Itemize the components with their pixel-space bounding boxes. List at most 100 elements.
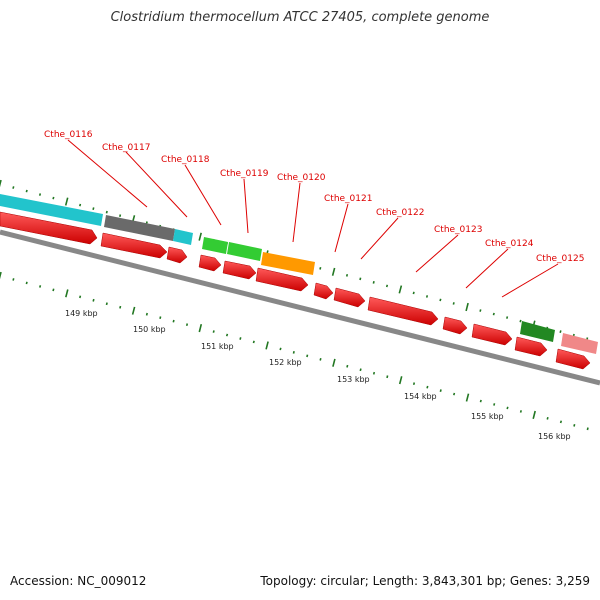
feature-green [227, 242, 262, 261]
kbp-label: 151 kbp [201, 342, 234, 351]
minor-tick [386, 375, 389, 379]
minor-tick [292, 351, 295, 354]
major-tick [465, 393, 470, 402]
minor-tick [92, 298, 95, 302]
kbp-labels: 149 kbp 150 kbp 151 kbp 152 kbp 153 kbp … [65, 309, 571, 441]
major-tick [331, 267, 336, 276]
feature-orange [261, 252, 315, 275]
major-tick [65, 289, 69, 298]
minor-tick [372, 371, 376, 375]
minor-tick [159, 316, 162, 320]
cds-arrow [100, 232, 168, 259]
minor-tick [145, 312, 148, 316]
major-tick [198, 232, 202, 241]
minor-tick [185, 323, 189, 327]
feature-track [0, 194, 598, 354]
cds-arrow [0, 211, 98, 245]
minor-tick [92, 207, 95, 210]
minor-tick [453, 392, 456, 396]
cds-arrow [555, 348, 591, 370]
topology-summary: Topology: circular; Length: 3,843,301 bp… [260, 574, 590, 588]
major-tick [0, 271, 2, 280]
gene-label: Cthe_0123 [434, 225, 482, 235]
minor-tick [212, 330, 215, 333]
kbp-label: 150 kbp [133, 325, 166, 334]
cds-arrow [166, 246, 188, 264]
major-tick [131, 306, 136, 315]
gene-label: Cthe_0118 [161, 155, 210, 165]
minor-tick [586, 427, 589, 431]
feature-cyan [173, 229, 193, 245]
major-tick [398, 285, 403, 294]
minor-tick [225, 333, 229, 337]
minor-tick [412, 291, 415, 295]
minor-tick [25, 281, 28, 285]
minor-tick [306, 354, 309, 358]
minor-tick [79, 203, 82, 207]
minor-tick [439, 389, 442, 392]
minor-tick [359, 277, 362, 281]
feature-green [202, 237, 228, 254]
gene-label: Cthe_0122 [376, 208, 424, 218]
feature-cyan [0, 194, 103, 226]
major-tick [332, 358, 336, 367]
lower-tick-row [0, 271, 589, 431]
minor-tick [172, 319, 175, 323]
cds-arrow [222, 260, 257, 280]
minor-tick [319, 266, 322, 270]
minor-tick [412, 382, 416, 386]
kbp-label: 152 kbp [269, 358, 302, 367]
kbp-label: 149 kbp [65, 309, 98, 318]
minor-tick [79, 295, 82, 299]
feature-dark-green [520, 321, 555, 342]
minor-tick [319, 357, 322, 361]
kbp-label: 154 kbp [404, 392, 437, 401]
gene-labels: Cthe_0116 Cthe_0117 Cthe_0118 Cthe_0119 … [44, 130, 584, 264]
minor-tick [493, 403, 496, 406]
minor-tick [12, 278, 15, 281]
minor-tick [385, 284, 389, 288]
accession-text: Accession: NC_009012 [10, 574, 147, 588]
minor-tick [52, 196, 55, 200]
minor-tick [519, 410, 522, 413]
cds-arrow [471, 323, 513, 346]
minor-tick [359, 368, 362, 372]
map-title: Clostridium thermocellum ATCC 27405, com… [110, 10, 490, 25]
minor-tick [519, 319, 522, 323]
kbp-label: 153 kbp [337, 375, 370, 384]
gene-label: Cthe_0120 [277, 173, 326, 183]
minor-tick [105, 302, 108, 306]
minor-tick [12, 186, 15, 189]
gene-label: Cthe_0117 [102, 143, 150, 153]
major-tick [465, 302, 469, 312]
minor-tick [119, 214, 122, 218]
minor-tick [479, 399, 482, 403]
kbp-label: 155 kbp [471, 412, 504, 421]
kbp-label: 156 kbp [538, 432, 571, 441]
major-tick [198, 324, 203, 333]
genome-backbone [0, 229, 600, 386]
major-tick [0, 179, 2, 188]
major-tick [532, 410, 536, 419]
minor-tick [279, 347, 282, 351]
minor-tick [426, 385, 429, 389]
cds-arrow [333, 287, 366, 308]
minor-tick [38, 193, 42, 196]
minor-tick [425, 295, 429, 298]
gene-label: Cthe_0116 [44, 130, 93, 140]
gene-leader-lines [67, 139, 559, 298]
minor-tick [439, 298, 442, 302]
gene-label: Cthe_0125 [536, 254, 584, 264]
gene-label: Cthe_0121 [324, 194, 372, 204]
minor-tick [372, 281, 375, 284]
cds-arrow [198, 254, 222, 272]
cds-arrow [313, 282, 334, 300]
minor-tick [239, 337, 242, 340]
feature-pink [561, 333, 598, 354]
major-tick [64, 197, 69, 206]
minor-tick [252, 340, 255, 344]
minor-tick [345, 273, 349, 277]
cds-arrow [514, 336, 548, 357]
cds-arrow [255, 267, 309, 292]
